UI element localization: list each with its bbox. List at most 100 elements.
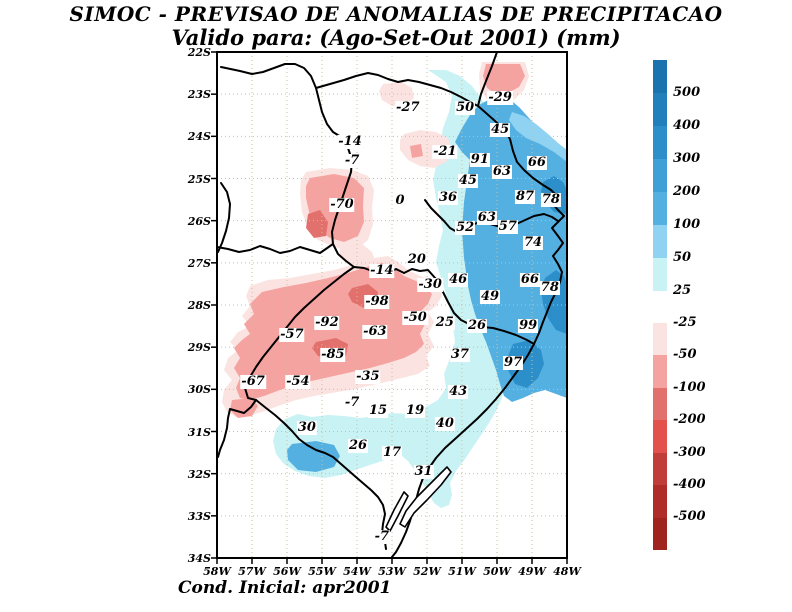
station-value: 78 — [540, 192, 561, 207]
region-positive-dark-3 — [508, 340, 544, 388]
station-value: 31 — [413, 463, 434, 479]
region-positive-south-blue — [287, 441, 340, 472]
y-tick-label: 25S — [187, 172, 211, 186]
colorbar-pos-segment — [653, 60, 667, 93]
station-value: 40 — [434, 415, 455, 431]
y-tick-label: 30S — [187, 383, 211, 397]
station-value: 97 — [503, 354, 524, 370]
station-value: 63 — [476, 210, 497, 226]
x-tick-label: 50W — [483, 565, 511, 578]
colorbar-neg-label: -25 — [673, 315, 697, 330]
colorbar-pos-segment — [653, 192, 667, 225]
y-tick-label: 26S — [187, 214, 211, 228]
coastline — [391, 195, 565, 558]
border-paranapanema — [315, 72, 479, 107]
border-misiones — [216, 243, 334, 254]
axis-ticks — [211, 51, 568, 564]
station-value: -21 — [432, 143, 458, 159]
region-positive-lightblue-ne — [509, 112, 567, 162]
station-value: 78 — [539, 279, 560, 295]
region-negative-sw-strip — [230, 398, 258, 418]
station-value: -29 — [487, 89, 513, 105]
station-value: 63 — [491, 163, 512, 179]
y-tick-label: 33S — [187, 509, 211, 523]
colorbar-pos-segment — [653, 93, 667, 126]
colorbar-neg-label: -200 — [673, 412, 706, 428]
x-tick-label: 52W — [413, 565, 441, 578]
station-value: -30 — [417, 276, 443, 292]
station-value: 45 — [490, 122, 511, 137]
colorbar-neg-label: -400 — [673, 477, 706, 492]
colorbar-neg-segment — [653, 355, 667, 388]
colorbar-neg-segment — [653, 517, 667, 550]
station-value: 25 — [434, 314, 455, 330]
y-tick-label: 22S — [187, 46, 211, 59]
station-value: 0 — [394, 192, 406, 208]
colorbar-pos-segment — [653, 126, 667, 159]
page-subtitle: Valido para: (Ago-Set-Out 2001) (mm) — [171, 25, 621, 50]
colorbar-neg-segment — [653, 420, 667, 453]
station-value: -27 — [395, 100, 421, 116]
x-tick-label: 56W — [273, 565, 301, 578]
station-value: -7 — [343, 394, 361, 410]
lagoa-dos-patos — [399, 466, 452, 528]
station-value: 49 — [479, 288, 501, 304]
station-value: 43 — [448, 383, 469, 399]
y-tick-label: 31S — [187, 425, 211, 439]
station-value: 37 — [449, 346, 470, 362]
colorbar-negative — [653, 323, 667, 550]
x-tick-label: 54W — [343, 565, 371, 578]
x-tick-label: 55W — [308, 565, 336, 578]
initial-condition-note: Cond. Inicial: apr2001 — [178, 578, 392, 598]
colorbar-neg-segment — [653, 452, 667, 486]
station-value: -35 — [355, 368, 381, 384]
station-value: -7 — [373, 528, 391, 544]
border-brazil-uruguay — [255, 399, 387, 550]
colorbar-pos-segment — [653, 258, 667, 291]
colorbar-neg-segment — [653, 485, 667, 518]
y-tick-label: 23S — [187, 88, 211, 102]
border-paraguay-river — [217, 182, 231, 253]
station-value: 30 — [296, 419, 317, 435]
station-value: 46 — [448, 271, 469, 287]
station-value: 91 — [469, 151, 490, 167]
station-value: 36 — [437, 189, 459, 205]
station-value: -14 — [369, 262, 395, 278]
station-value: -7 — [343, 152, 361, 168]
station-value: -70 — [329, 197, 355, 213]
colorbar-neg-label: -300 — [673, 444, 706, 460]
station-value: 45 — [457, 173, 478, 189]
region-negative-top-inner — [483, 64, 525, 94]
station-value: -50 — [402, 310, 428, 326]
station-value: 17 — [381, 445, 403, 460]
colorbar-pos-segment — [653, 225, 667, 258]
y-tick-label: 29S — [187, 341, 211, 355]
station-value: -98 — [364, 294, 390, 310]
colorbar-pos-label: 400 — [673, 118, 701, 133]
colorbar-pos-label: 500 — [673, 85, 701, 100]
station-value: 74 — [523, 235, 544, 250]
colorbar-neg-segment — [653, 387, 667, 421]
x-tick-label: 51W — [448, 565, 476, 578]
station-value: 50 — [455, 100, 476, 116]
station-value: -85 — [320, 346, 346, 362]
colorbar-pos-segment — [653, 159, 667, 192]
colorbar-pos-label: 100 — [673, 217, 701, 232]
colorbar-pos-label: 300 — [673, 151, 701, 166]
station-value: -92 — [314, 314, 340, 330]
page-title: SIMOC - PREVISAO DE ANOMALIAS DE PRECIPI… — [69, 2, 723, 26]
station-value: 26 — [348, 437, 369, 453]
border-sp — [477, 51, 558, 197]
y-tick-label: 28S — [187, 299, 211, 312]
y-tick-label: 24S — [187, 130, 211, 144]
station-value: 15 — [367, 402, 389, 418]
colorbar-pos-label: 200 — [673, 184, 701, 199]
colorbar-neg-label: -50 — [673, 347, 697, 363]
station-value: 66 — [526, 154, 547, 170]
region-negative-21-dot — [410, 144, 423, 158]
colorbar-pos-label: 50 — [673, 250, 692, 265]
station-value: 87 — [514, 189, 536, 205]
colorbar-neg-label: -500 — [673, 509, 706, 525]
shaded-regions — [222, 62, 567, 508]
station-value: 66 — [519, 271, 540, 287]
